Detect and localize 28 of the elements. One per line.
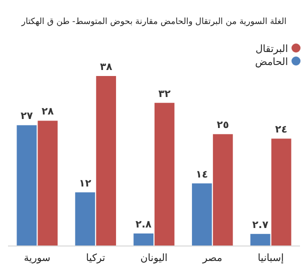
x-tick-label: مصر xyxy=(202,253,222,264)
data-label: ٢٧ xyxy=(20,111,33,122)
legend-label: الحامض xyxy=(255,57,288,68)
data-label: ١٢ xyxy=(79,178,92,190)
x-tick-label: تركيا xyxy=(86,253,106,264)
data-label: ٢٥ xyxy=(216,120,229,132)
bar xyxy=(271,138,292,246)
x-tick-label: سورية xyxy=(24,253,50,264)
x-tick-label: إسبانيا xyxy=(258,253,284,264)
bar xyxy=(192,183,212,246)
bar xyxy=(212,134,233,246)
data-label: ٢.٧ xyxy=(252,220,268,231)
bar xyxy=(250,234,270,246)
bar xyxy=(154,102,174,246)
legend-label: البرتقال xyxy=(255,44,288,55)
data-label: ٣٢ xyxy=(158,88,171,100)
bar xyxy=(16,125,37,246)
chart-title: الغلة السورية من البرتقال والحامض مقارنة بحوض المتوسط- طن ق الهكتار xyxy=(20,17,286,27)
bar xyxy=(75,192,96,246)
data-label: ٢٨ xyxy=(42,106,54,118)
data-label: ٣٨ xyxy=(100,62,112,73)
x-tick-label: اليونان xyxy=(140,253,168,264)
data-label: ٢٤ xyxy=(275,124,288,136)
bar xyxy=(38,120,58,246)
bar xyxy=(134,233,154,246)
data-label: ٢.٨ xyxy=(136,219,152,230)
data-label: ١٤ xyxy=(196,169,208,180)
bar xyxy=(96,76,116,246)
